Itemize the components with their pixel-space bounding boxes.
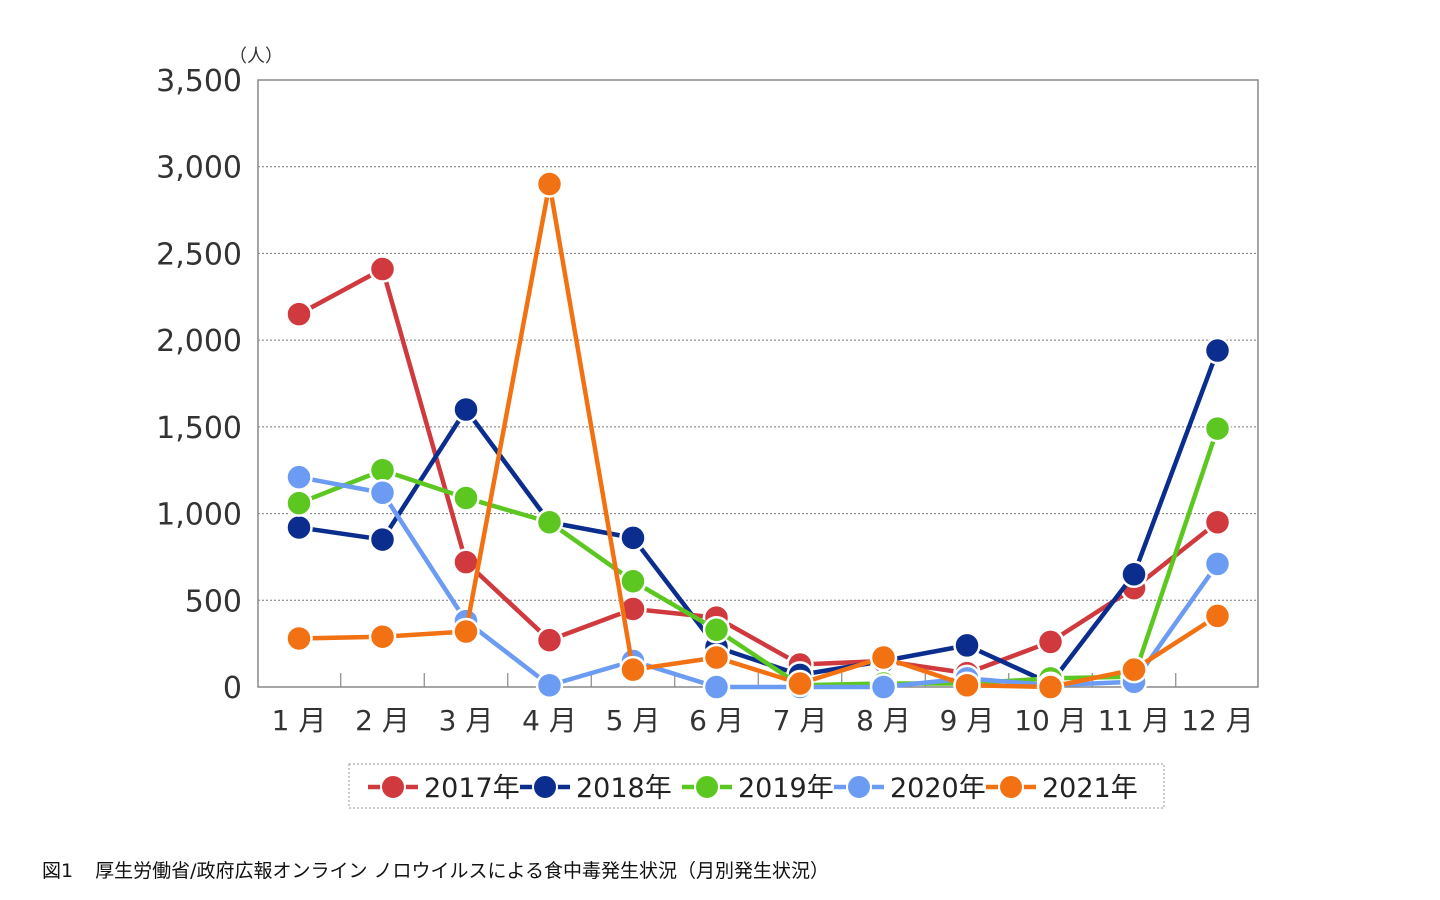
data-point xyxy=(702,616,731,644)
data-point xyxy=(368,525,397,554)
data-point xyxy=(285,489,313,517)
y-tick-label: 2,000 xyxy=(156,324,242,359)
legend: 2017年 2018年 2019年 2020年 2021年 xyxy=(348,763,1165,809)
legend-label: 2021年 xyxy=(1042,773,1138,804)
data-point xyxy=(368,456,397,484)
x-tick-label: 1 月 xyxy=(272,704,327,737)
data-point xyxy=(869,643,898,672)
y-axis-tick-labels: 0 500 1,000 1,500 2,000 2,500 3,000 3,500 xyxy=(156,64,242,706)
x-tick-label: 12 月 xyxy=(1181,704,1254,737)
data-point xyxy=(535,170,564,198)
y-tick-label: 3,000 xyxy=(156,151,242,186)
x-tick-label: 2 月 xyxy=(355,704,410,737)
series-layer xyxy=(285,170,1232,701)
legend-label: 2017年 xyxy=(424,773,520,804)
data-point xyxy=(368,622,397,651)
x-axis-tick-labels: 1 月 2 月 3 月 4 月 5 月 6 月 7 月 8 月 9 月 10 月 11 月 12 月 xyxy=(272,704,1254,737)
data-point xyxy=(452,548,480,576)
plot-border xyxy=(257,79,1259,688)
data-point xyxy=(702,673,731,701)
y-tick-label: 0 xyxy=(223,671,242,706)
figure-number: 図1 xyxy=(42,860,74,882)
data-point xyxy=(535,508,564,536)
x-tick-label: 9 月 xyxy=(940,704,995,737)
legend-swatch-marker xyxy=(694,774,720,800)
data-point xyxy=(285,300,313,328)
data-point xyxy=(535,626,564,654)
legend-label: 2019年 xyxy=(738,773,834,804)
y-axis-unit-label: （人） xyxy=(229,46,283,67)
series-4 xyxy=(285,463,1232,701)
legend-label: 2018年 xyxy=(576,773,672,804)
legend-swatch-marker xyxy=(998,774,1024,800)
series-line xyxy=(296,348,1220,686)
series-3 xyxy=(285,414,1232,700)
legend-label: 2020年 xyxy=(890,773,986,804)
x-tick-label: 10 月 xyxy=(1014,704,1087,737)
data-point xyxy=(535,671,564,700)
data-point xyxy=(368,255,397,283)
data-point xyxy=(285,463,313,491)
x-tick-label: 7 月 xyxy=(773,704,828,737)
x-tick-label: 5 月 xyxy=(606,704,661,737)
x-tick-label: 4 月 xyxy=(522,704,577,737)
data-point xyxy=(702,643,731,672)
data-point xyxy=(452,395,480,424)
legend-swatch-marker xyxy=(532,774,558,800)
x-tick-label: 6 月 xyxy=(689,704,744,737)
figure-caption: 図1 厚生労働省/政府広報オンライン ノロウイルスによる食中毒発生状況（月別発生状… xyxy=(42,856,829,883)
series-line xyxy=(296,181,1220,690)
legend-swatch-marker xyxy=(380,774,406,800)
x-tick-label: 11 月 xyxy=(1098,704,1171,737)
legend-box xyxy=(348,763,1165,809)
series-5 xyxy=(285,170,1232,701)
data-point xyxy=(1203,602,1232,630)
data-point xyxy=(953,671,981,700)
grid-lines xyxy=(258,166,1258,601)
data-point xyxy=(452,484,480,512)
legend-item: 2017年 xyxy=(368,773,520,804)
y-tick-label: 1,000 xyxy=(156,498,242,533)
plot-frame xyxy=(257,79,1259,688)
data-point xyxy=(619,567,647,595)
data-point xyxy=(1203,414,1232,443)
series-line xyxy=(296,266,1220,676)
y-tick-label: 3,500 xyxy=(156,64,242,99)
legend-item: 2019年 xyxy=(682,773,834,804)
figure-caption-text: 厚生労働省/政府広報オンライン ノロウイルスによる食中毒発生状況（月別発生状況） xyxy=(95,860,829,882)
data-point xyxy=(285,513,313,542)
data-point xyxy=(1203,550,1232,578)
y-tick-label: 500 xyxy=(185,584,242,619)
x-tick-label: 8 月 xyxy=(856,704,911,737)
data-point xyxy=(1036,628,1065,656)
data-point xyxy=(1120,655,1148,684)
data-point xyxy=(619,524,647,552)
x-tick-label: 3 月 xyxy=(439,704,494,737)
data-point xyxy=(786,669,814,698)
data-point xyxy=(285,624,313,653)
data-point xyxy=(953,631,981,660)
data-point xyxy=(619,655,647,684)
legend-swatch-marker xyxy=(846,774,872,800)
data-point xyxy=(1203,508,1232,536)
y-tick-label: 2,500 xyxy=(156,237,242,272)
legend-item: 2021年 xyxy=(986,773,1138,804)
data-point xyxy=(1203,336,1232,365)
data-point xyxy=(1120,560,1148,589)
legend-item: 2018年 xyxy=(520,773,672,804)
data-point xyxy=(1036,673,1065,701)
series-line xyxy=(296,426,1220,688)
data-point xyxy=(869,673,898,701)
data-point xyxy=(452,617,480,646)
y-tick-label: 1,500 xyxy=(156,411,242,446)
legend-item: 2020年 xyxy=(834,773,986,804)
data-point xyxy=(368,479,397,507)
